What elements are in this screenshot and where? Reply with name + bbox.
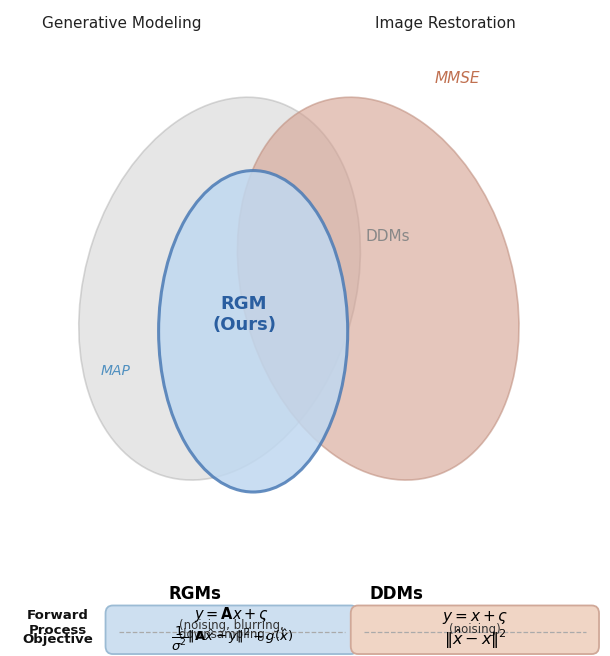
Text: $y = x + \varsigma$: $y = x + \varsigma$ <box>442 609 508 626</box>
Ellipse shape <box>79 97 361 480</box>
Text: DDMs: DDMs <box>370 584 423 603</box>
Ellipse shape <box>159 171 348 492</box>
Text: Image Restoration: Image Restoration <box>375 16 515 31</box>
Text: $y = \mathbf{A}x + \varsigma$: $y = \mathbf{A}x + \varsigma$ <box>194 605 270 625</box>
Text: MAP: MAP <box>101 363 131 378</box>
Text: Objective: Objective <box>23 633 93 646</box>
Text: $\|\hat{x}-x\|^2$: $\|\hat{x}-x\|^2$ <box>443 628 506 651</box>
Text: (noising): (noising) <box>449 623 501 636</box>
Text: (noising, blurring,: (noising, blurring, <box>179 619 284 632</box>
Text: downsampling, ..): downsampling, ..) <box>179 628 284 641</box>
FancyBboxPatch shape <box>351 605 599 654</box>
Text: $\dfrac{1}{\sigma^2}\|\mathbf{A}\hat{x}-y\|^2 + g(\hat{x})$: $\dfrac{1}{\sigma^2}\|\mathbf{A}\hat{x}-… <box>171 625 293 653</box>
FancyBboxPatch shape <box>106 605 358 654</box>
Ellipse shape <box>237 97 519 480</box>
Text: Generative Modeling: Generative Modeling <box>42 16 202 31</box>
Text: Figure 1: Conceptual comparison of RGMs and DDMs: Figure 1: Conceptual comparison of RGMs … <box>140 638 470 651</box>
Text: RGMs: RGMs <box>169 584 221 603</box>
Text: MMSE: MMSE <box>435 72 480 86</box>
Text: DDMs: DDMs <box>365 229 410 243</box>
Text: RGM
(Ours): RGM (Ours) <box>212 295 276 335</box>
Text: Forward
Process: Forward Process <box>27 609 89 637</box>
